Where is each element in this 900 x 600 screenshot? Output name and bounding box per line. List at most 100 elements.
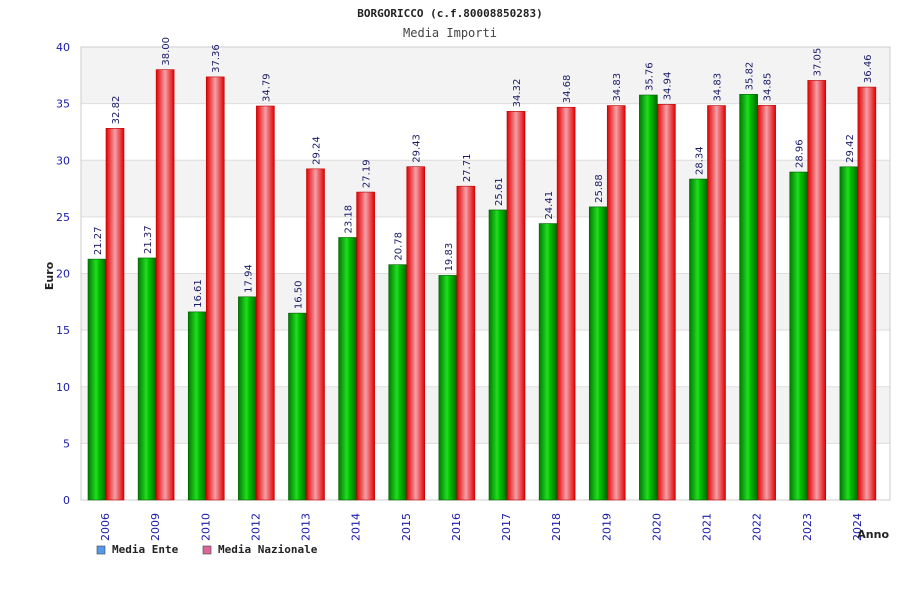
y-tick-label: 25 — [56, 211, 70, 224]
x-tick-label: 2017 — [500, 513, 513, 541]
bar-media-ente — [87, 258, 107, 501]
bar-value-label: 34.85 — [763, 73, 774, 102]
bar-media-nazionale — [256, 105, 275, 501]
bar-value-label: 27.71 — [462, 154, 473, 183]
bar-media-ente — [839, 166, 859, 501]
y-tick-label: 15 — [56, 324, 70, 337]
bar-value-label: 29.42 — [845, 134, 856, 163]
bar-value-label: 34.68 — [562, 75, 573, 104]
bar-value-label: 21.37 — [143, 225, 154, 254]
x-tick-label: 2022 — [751, 513, 764, 541]
bar-value-label: 37.36 — [211, 44, 222, 73]
bar-value-label: 35.82 — [745, 62, 756, 91]
bar-media-ente — [538, 223, 558, 501]
bar-media-ente — [338, 237, 357, 501]
legend: Media Ente Media Nazionale — [96, 543, 318, 556]
x-tick-label: 2010 — [199, 513, 212, 541]
bar-media-ente — [639, 94, 658, 501]
bars: 21.27 32.82 21.37 38.00 16.61 37.36 17.94 34.79… — [87, 37, 877, 501]
x-tick-label: 2009 — [149, 513, 162, 541]
bar-value-label: 20.78 — [394, 232, 405, 261]
bar-value-label: 37.05 — [813, 48, 824, 77]
bar-media-nazionale — [406, 166, 426, 501]
bar-media-nazionale — [556, 106, 576, 501]
bar-media-nazionale — [306, 168, 325, 501]
bar-value-label: 29.24 — [312, 136, 323, 165]
bar-media-ente — [488, 209, 508, 501]
bar-media-ente — [187, 311, 207, 501]
bar-media-ente — [588, 206, 608, 501]
legend-label: Media Ente — [112, 543, 179, 556]
bar-media-nazionale — [456, 185, 476, 501]
x-tick-label: 2023 — [801, 513, 814, 541]
bar-media-ente — [137, 257, 157, 501]
bar-value-label: 16.50 — [294, 280, 305, 309]
bar-media-ente — [388, 264, 408, 501]
bar-media-ente — [689, 178, 708, 501]
y-tick-label: 40 — [56, 41, 70, 54]
x-tick-label: 2013 — [300, 513, 313, 541]
bar-media-ente — [789, 171, 809, 501]
bar-value-label: 38.00 — [161, 37, 172, 66]
bar-media-ente — [438, 275, 458, 501]
x-axis-ticks: 2006 2009 2010 2012 2013 2014 2015 2016 2017 2018… — [99, 513, 864, 541]
bar-media-nazionale — [857, 86, 877, 501]
bar-media-nazionale — [757, 105, 776, 501]
x-tick-label: 2020 — [650, 513, 663, 541]
bar-value-label: 34.83 — [713, 73, 724, 102]
bar-media-ente — [739, 94, 758, 501]
bar-media-nazionale — [105, 128, 125, 501]
plot-border — [80, 46, 891, 501]
bar-media-ente — [238, 296, 257, 501]
bar-value-label: 34.79 — [261, 73, 272, 102]
y-tick-label: 20 — [56, 268, 70, 281]
y-tick-label: 0 — [63, 494, 70, 507]
chart-title: BORGORICCO (c.f.80008850283) — [357, 7, 542, 20]
bar-value-label: 27.19 — [362, 159, 373, 188]
x-tick-label: 2024 — [851, 513, 864, 541]
bar-value-label: 25.61 — [494, 177, 505, 206]
x-tick-label: 2012 — [249, 513, 262, 541]
bar-value-label: 21.27 — [93, 226, 104, 255]
legend-label: Media Nazionale — [218, 543, 318, 556]
bar-value-label: 34.32 — [512, 79, 523, 108]
bar-value-label: 24.41 — [544, 191, 555, 220]
bar-value-label: 29.43 — [412, 134, 423, 163]
bar-value-label: 35.76 — [644, 62, 655, 91]
legend-swatch — [96, 545, 106, 555]
bar-media-nazionale — [205, 76, 225, 501]
x-tick-label: 2015 — [400, 513, 413, 541]
y-tick-label: 10 — [56, 381, 70, 394]
bar-value-label: 25.88 — [594, 174, 605, 203]
x-tick-label: 2021 — [701, 513, 714, 541]
legend-swatch — [202, 545, 212, 555]
bar-value-label: 36.46 — [863, 54, 874, 83]
y-tick-label: 35 — [56, 98, 70, 111]
bar-media-ente — [288, 312, 307, 501]
y-axis-ticks: 0 5 10 15 20 25 30 35 40 — [56, 41, 70, 507]
x-axis-label: Anno — [857, 528, 889, 541]
bar-media-nazionale — [155, 69, 175, 501]
y-tick-label: 30 — [56, 154, 70, 167]
bar-media-nazionale — [807, 80, 827, 501]
x-tick-label: 2018 — [550, 513, 563, 541]
chart-subtitle: Media Importi — [403, 26, 497, 40]
bar-value-label: 28.34 — [695, 146, 706, 175]
bar-value-label: 19.83 — [444, 243, 455, 272]
y-tick-label: 5 — [63, 437, 70, 450]
bar-value-label: 28.96 — [795, 139, 806, 168]
x-tick-label: 2006 — [99, 513, 112, 541]
bar-media-nazionale — [657, 104, 676, 501]
bar-media-nazionale — [506, 111, 526, 501]
bar-value-label: 34.83 — [612, 73, 623, 102]
bar-value-label: 16.61 — [193, 279, 204, 308]
bar-value-label: 23.18 — [344, 205, 355, 234]
bar-media-nazionale — [707, 105, 726, 501]
bar-media-nazionale — [356, 191, 375, 501]
x-tick-label: 2014 — [350, 513, 363, 541]
bar-media-nazionale — [606, 105, 626, 501]
bar-value-label: 34.94 — [662, 72, 673, 101]
y-axis-label: Euro — [43, 261, 56, 290]
bar-value-label: 32.82 — [111, 96, 122, 125]
